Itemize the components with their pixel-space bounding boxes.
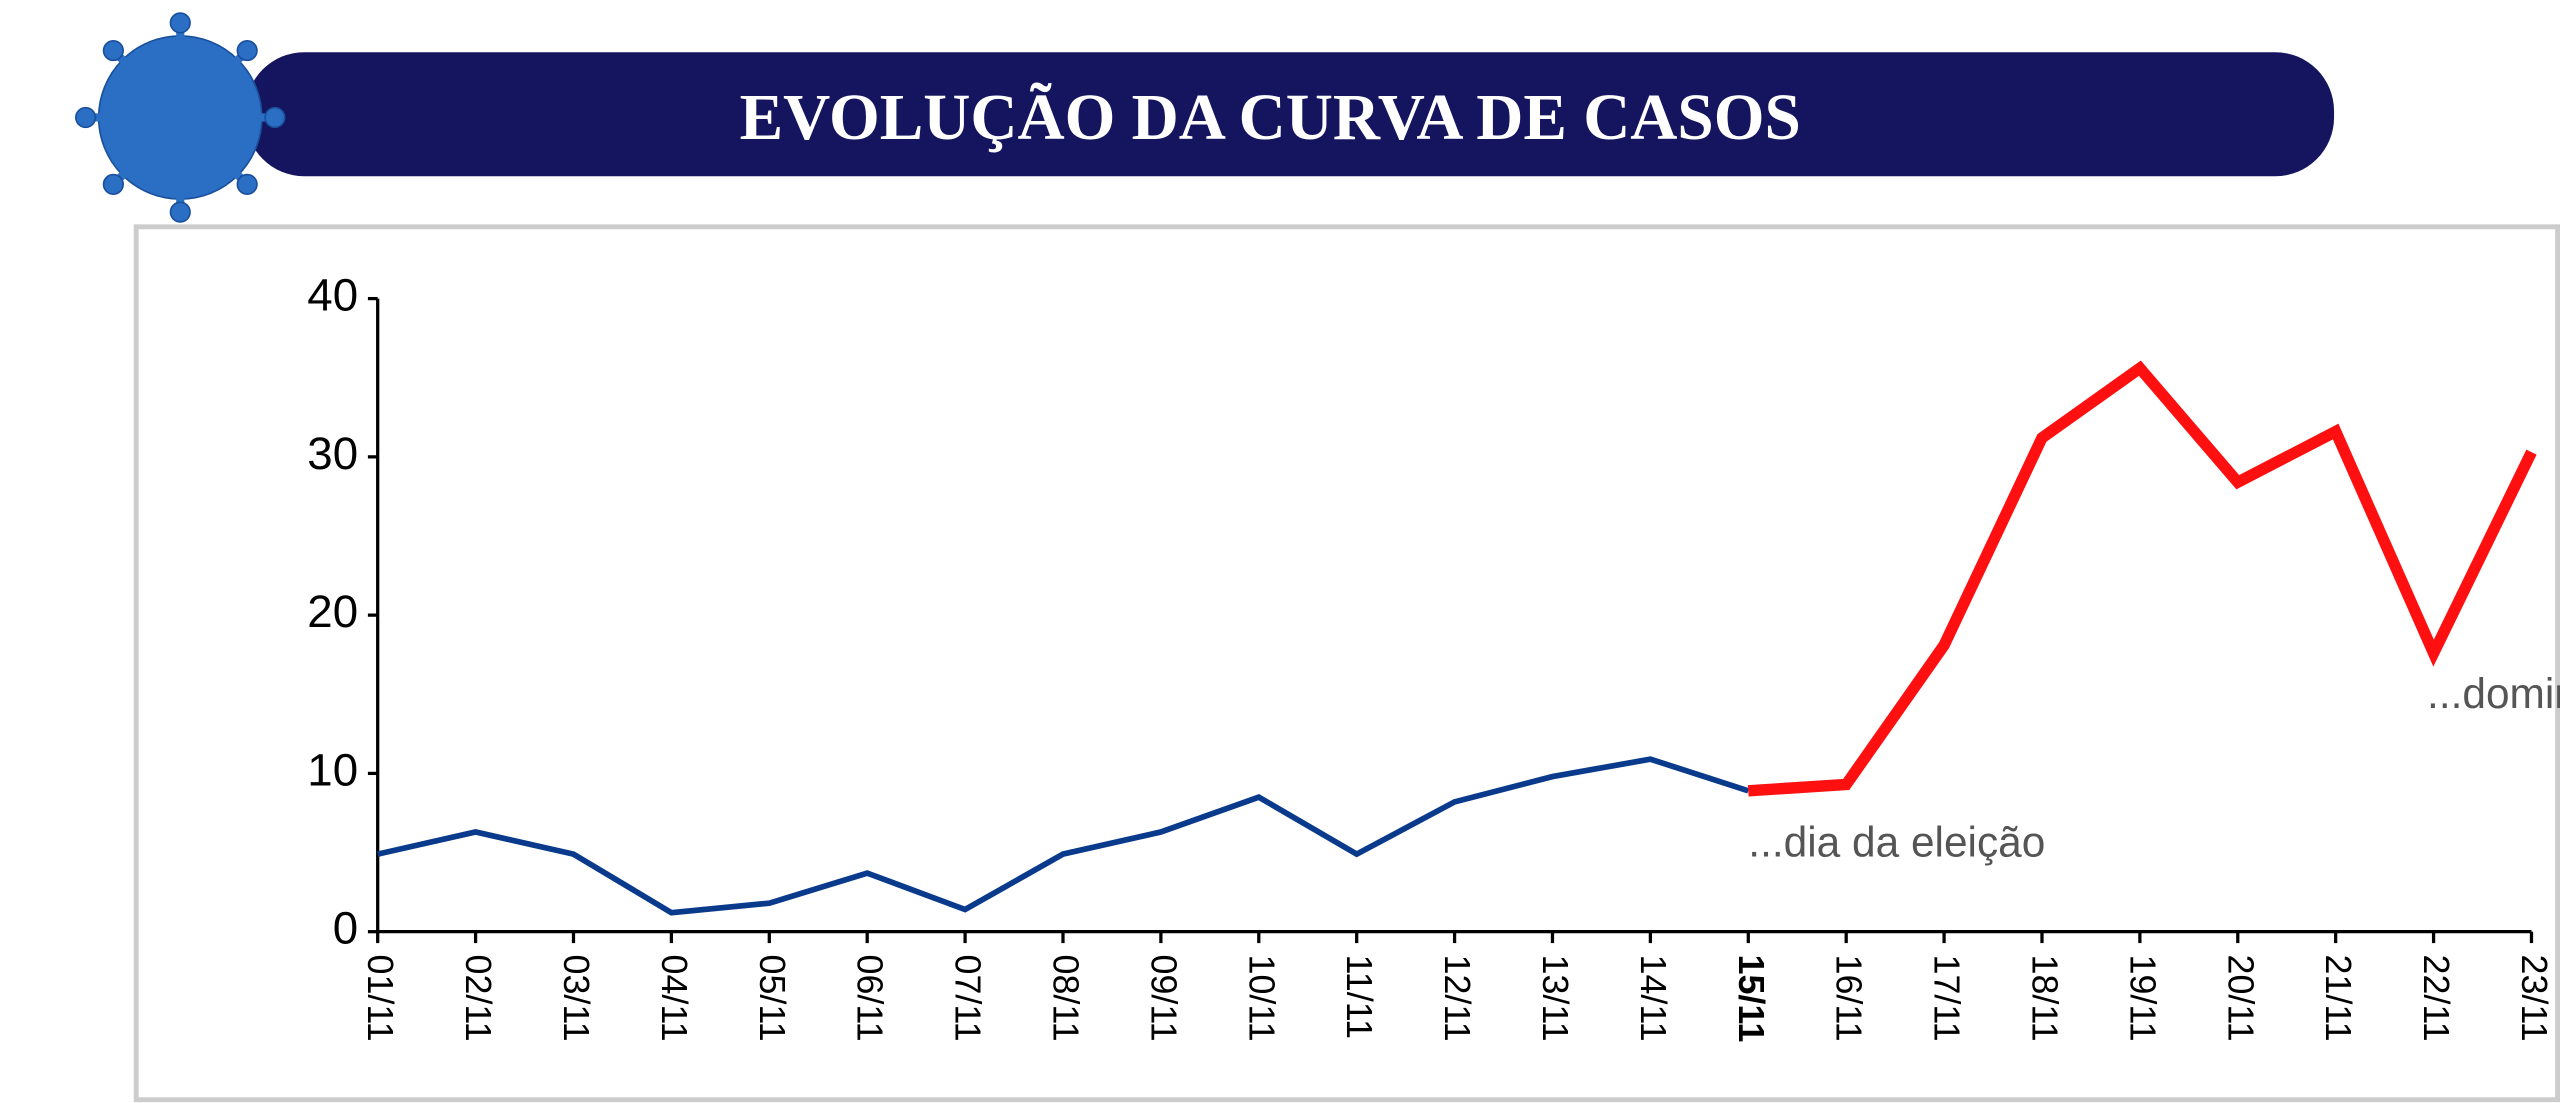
x-tick-label: 10/11 [1241,955,1281,1042]
x-tick-label: 22/11 [2416,955,2456,1042]
plot-frame [133,224,2560,1103]
y-tick-label: 30 [307,428,358,479]
x-tick-label: 07/11 [948,955,988,1042]
x-tick-label: 18/11 [2024,955,2064,1042]
x-tick-label: 23/11 [2514,955,2554,1042]
virus-icon [75,12,286,223]
x-tick-label: 16/11 [1829,955,1869,1042]
x-tick-label: 03/11 [556,955,596,1042]
x-tick-label: 04/11 [654,955,694,1042]
y-tick-label: 10 [307,744,358,795]
x-tick-label: 21/11 [2318,955,2358,1042]
title-banner [245,52,2335,177]
x-tick-label: 12/11 [1437,955,1477,1042]
x-tick-label: 20/11 [2220,955,2260,1042]
x-tick-label: 01/11 [360,955,400,1042]
line-series [1747,360,2537,797]
line-series [377,756,1750,916]
x-tick-label: 15/11 [1731,955,1771,1043]
x-tick-label: 17/11 [1927,955,1967,1042]
x-tick-label: 05/11 [752,955,792,1042]
y-tick-label: 40 [307,270,358,321]
y-tick-label: 0 [333,903,358,954]
x-tick-label: 02/11 [458,955,498,1042]
y-tick-label: 20 [307,586,358,637]
x-tick-label: 13/11 [1535,955,1575,1042]
annotation: ...dia da eleição [1748,819,2045,866]
x-tick-label: 09/11 [1143,955,1183,1042]
x-tick-label: 11/11 [1339,955,1379,1039]
x-tick-label: 19/11 [2122,955,2162,1042]
chart-title: EVOLUÇÃO DA CURVA DE CASOS [740,82,1801,154]
x-tick-label: 14/11 [1633,955,1673,1042]
x-tick-label: 08/11 [1046,955,1086,1042]
x-tick-label: 06/11 [850,955,890,1042]
annotation: ...domingo [2427,670,2560,717]
